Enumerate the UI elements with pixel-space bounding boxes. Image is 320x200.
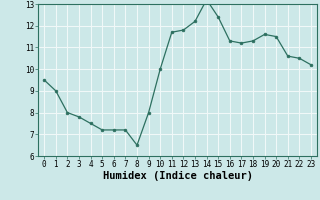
X-axis label: Humidex (Indice chaleur): Humidex (Indice chaleur) (103, 171, 252, 181)
